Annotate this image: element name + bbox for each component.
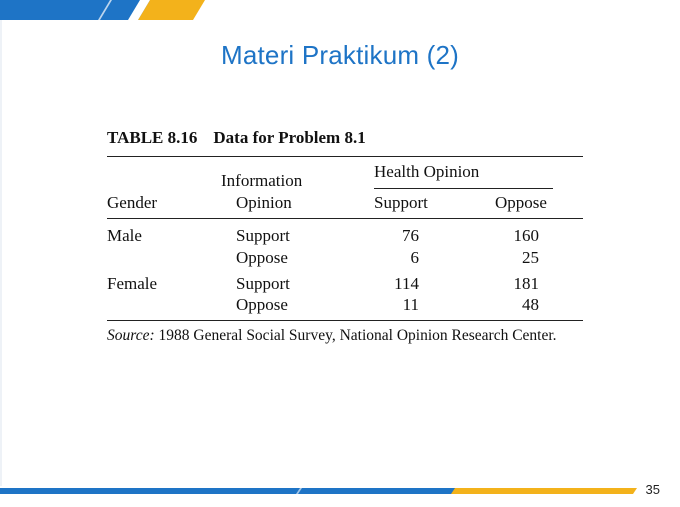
- row-info: Support: [236, 274, 290, 293]
- table-caption-number: TABLE 8.16: [107, 128, 198, 147]
- table-bottom-rule: [107, 320, 583, 321]
- row-info: Support: [236, 226, 290, 245]
- header-oppose: Oppose: [495, 193, 547, 212]
- left-edge-line: [0, 20, 2, 486]
- source-text: 1988 General Social Survey, National Opi…: [158, 327, 557, 344]
- header-health-opinion: Health Opinion: [374, 162, 480, 181]
- header-health-opinion-rule: [374, 188, 553, 189]
- table-source-note: Source: 1988 General Social Survey, Nati…: [107, 325, 583, 346]
- source-label: Source:: [107, 327, 155, 344]
- row-support: 76: [402, 226, 419, 245]
- row-support: 6: [410, 248, 420, 267]
- row-gender: Male: [107, 226, 142, 245]
- row-oppose: 48: [522, 295, 539, 314]
- table-caption: TABLE 8.16 Data for Problem 8.1: [107, 128, 583, 148]
- top-decorative-bar: [0, 0, 680, 20]
- row-oppose: 25: [522, 248, 539, 267]
- table-top-rule: [107, 156, 583, 157]
- header-gender: Gender: [107, 193, 158, 212]
- row-info: Oppose: [236, 248, 288, 267]
- row-support: 11: [402, 295, 419, 314]
- table-caption-text: Data for Problem 8.1: [213, 128, 366, 147]
- slide-title: Materi Praktikum (2): [220, 40, 460, 70]
- row-oppose: 181: [513, 274, 540, 293]
- header-information: Information: [221, 171, 303, 190]
- bottom-decorative-bar: [0, 488, 637, 494]
- table-header-rule: [107, 218, 583, 219]
- row-info: Oppose: [236, 295, 288, 314]
- header-information-opinion: Opinion: [236, 193, 292, 212]
- page-number: 35: [645, 482, 660, 497]
- row-oppose: 160: [513, 226, 540, 245]
- data-table: TABLE 8.16 Data for Problem 8.1 Health Op…: [107, 128, 583, 344]
- row-gender: Female: [107, 274, 158, 293]
- row-support: 114: [394, 274, 419, 293]
- header-support: Support: [374, 193, 428, 212]
